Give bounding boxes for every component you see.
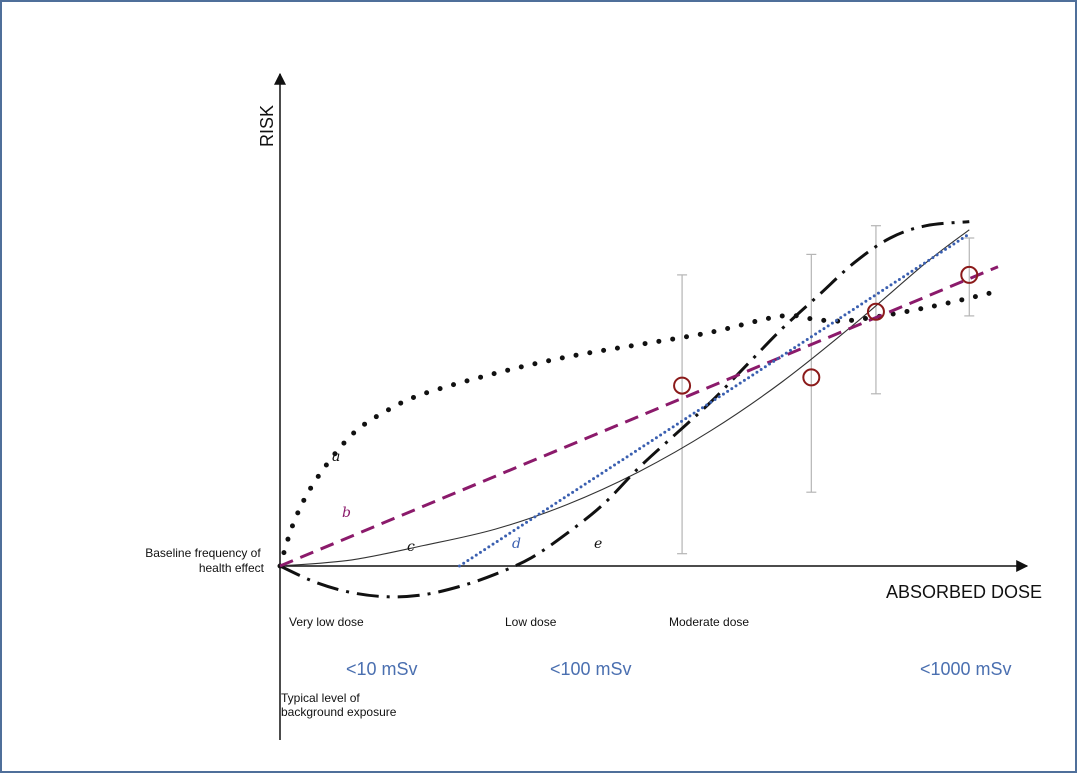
observation-marker-2	[802, 368, 821, 387]
curve-e-label: e	[594, 536, 602, 552]
curve-a-supralinear	[277, 288, 1001, 569]
observation-markers	[673, 265, 979, 395]
error-bars	[677, 225, 975, 555]
dose-range-low: Low dose	[505, 615, 557, 629]
x-axis-title: ABSORBED DOSE	[886, 582, 1042, 602]
observation-marker-1	[673, 376, 692, 395]
dose-limit-10: <10 mSv	[346, 659, 418, 679]
curve-a-label: a	[332, 449, 340, 465]
baseline-label: Baseline frequency of health effect	[145, 546, 264, 575]
background-label-line-1: Typical level of	[281, 691, 360, 705]
background-label-line-2: background exposure	[281, 705, 397, 719]
curve-b-linear-no-threshold	[279, 265, 999, 568]
error-bar-3	[870, 225, 881, 395]
error-bar-4	[964, 237, 975, 317]
dose-limit-100: <100 mSv	[550, 659, 632, 679]
y-axis-title: RISK	[257, 105, 277, 147]
background-exposure-label: Typical level of background exposure	[281, 691, 397, 719]
dose-range-moderate: Moderate dose	[669, 615, 749, 629]
error-bar-2	[806, 253, 817, 493]
observation-marker-4	[960, 265, 979, 284]
baseline-label-line-1: Baseline frequency of	[145, 546, 261, 560]
dose-range-very-low: Very low dose	[289, 615, 364, 629]
baseline-label-line-2: health effect	[199, 561, 265, 575]
curve-d-label: d	[512, 536, 521, 552]
curve-b-label: b	[342, 505, 351, 521]
error-bar-1	[677, 274, 688, 555]
dose-limit-1000: <1000 mSv	[920, 659, 1012, 679]
observation-marker-3	[866, 302, 885, 321]
curve-c-label: c	[407, 539, 415, 555]
curve-c-linear-quadratic	[279, 229, 970, 567]
curve-e-hormesis	[279, 220, 970, 599]
curve-d-threshold	[458, 232, 971, 568]
